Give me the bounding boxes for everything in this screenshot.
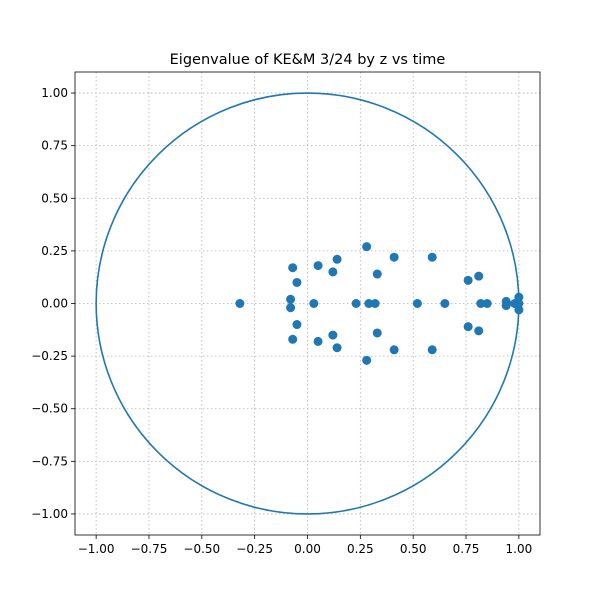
x-tick-label: 0.75 [453, 542, 480, 556]
eigenvalue-point [332, 343, 342, 353]
eigenvalue-point [292, 320, 302, 330]
x-tick-label: 0.50 [400, 542, 427, 556]
eigenvalue-point [463, 275, 473, 285]
x-tick-label: −0.25 [236, 542, 273, 556]
eigenvalue-point [370, 299, 380, 308]
eigenvalue-point [288, 263, 298, 273]
y-tick-label: 0.25 [41, 244, 68, 258]
y-tick-label: −0.75 [31, 454, 68, 468]
eigenvalue-point [427, 252, 437, 262]
eigenvalue-point [313, 261, 323, 271]
eigenvalue-point [313, 336, 323, 346]
eigenvalue-point [292, 277, 302, 287]
eigenvalue-point [364, 299, 374, 308]
y-tick-label: −1.00 [31, 507, 68, 521]
eigenvalue-point [463, 322, 473, 332]
grid-layer [75, 72, 540, 535]
eigenvalue-point [514, 305, 524, 315]
eigenvalue-point [286, 294, 296, 304]
eigenvalue-point [288, 334, 298, 344]
x-tick-label: −0.50 [183, 542, 220, 556]
eigenvalue-point [351, 299, 361, 308]
eigenvalue-point [427, 345, 437, 355]
y-tick-label: 0.50 [41, 191, 68, 205]
x-tick-label: 1.00 [506, 542, 533, 556]
y-tick-label: 1.00 [41, 86, 68, 100]
y-tick-label: 0.00 [41, 297, 68, 311]
y-tick-label: 0.75 [41, 139, 68, 153]
eigenvalue-point [286, 303, 296, 313]
eigenvalue-point [482, 299, 492, 308]
tick-layer: −1.00 −0.75 −0.50 −0.25 0.00 0.25 0.50 0.75 1.00… [31, 86, 532, 556]
eigenvalue-point [389, 252, 399, 262]
eigenvalue-point [501, 301, 511, 311]
x-tick-label: −1.00 [78, 542, 115, 556]
eigenvalue-point [235, 299, 245, 308]
x-tick-label: 0.00 [294, 542, 321, 556]
eigenvalue-point [476, 299, 486, 308]
eigenvalue-point [440, 299, 450, 308]
chart-title: Eigenvalue of KE&M 3/24 by z vs time [170, 52, 446, 68]
eigenvalue-point [372, 328, 382, 338]
eigenvalue-point [474, 326, 484, 336]
y-tick-label: −0.25 [31, 349, 68, 363]
eigenvalue-point [328, 267, 338, 277]
y-tick-label: −0.50 [31, 402, 68, 416]
eigenvalue-point [514, 299, 524, 308]
x-tick-label: −0.75 [131, 542, 168, 556]
eigenvalue-point [412, 299, 422, 308]
x-tick-label: 0.25 [347, 542, 374, 556]
eigenvalue-point [332, 254, 342, 264]
eigenvalue-point [389, 345, 399, 355]
series-layer [95, 92, 524, 515]
eigenvalue-point [362, 355, 372, 365]
eigenvalue-point [514, 292, 524, 302]
eigenvalue-point [474, 271, 484, 281]
eigenvalue-point [328, 330, 338, 340]
eigenvalue-point [372, 269, 382, 279]
eigenvalue-point [309, 299, 319, 308]
eigenvalue-point [362, 242, 372, 252]
